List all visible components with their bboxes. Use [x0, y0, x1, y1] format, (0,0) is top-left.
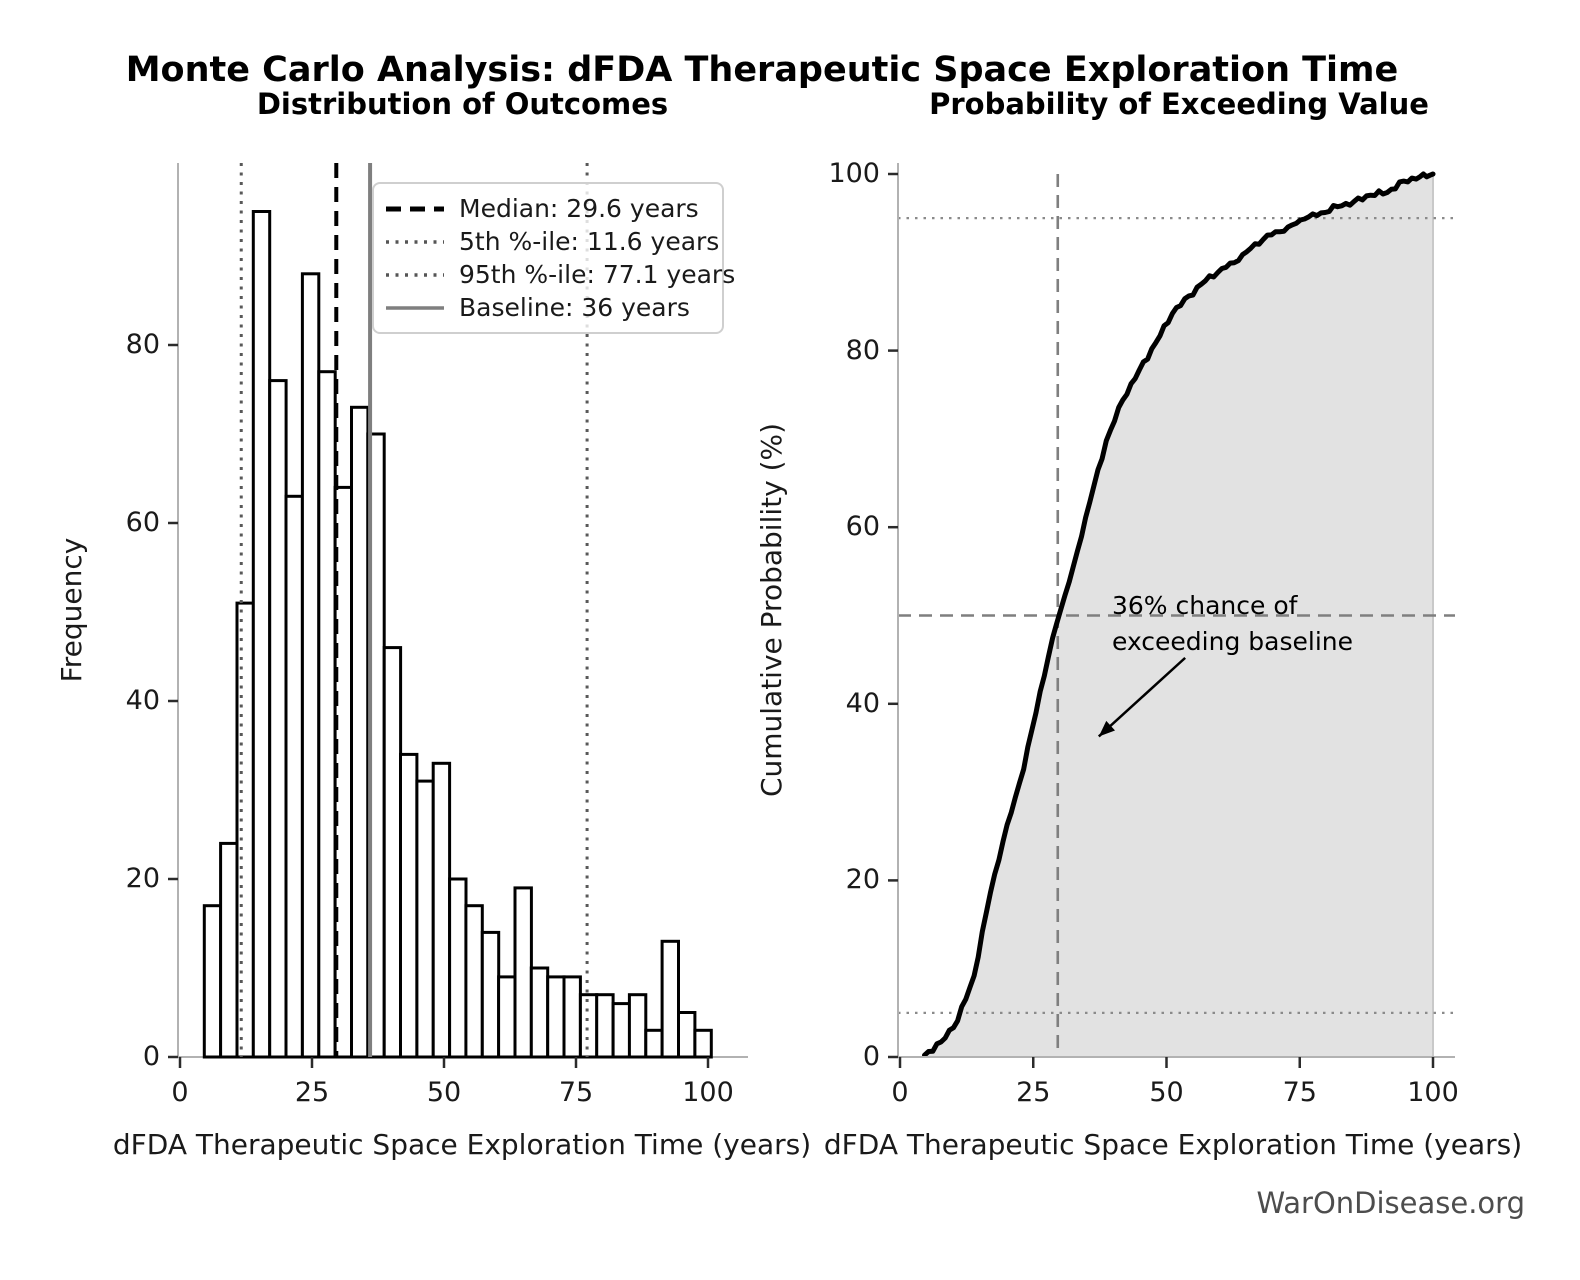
y-tick-label: 0 [862, 1041, 880, 1072]
histogram-bar [399, 752, 419, 1059]
histogram-bar [693, 1028, 713, 1059]
histogram-bar [235, 601, 255, 1059]
histogram-bar [202, 904, 223, 1059]
y-tick-label: 20 [125, 863, 160, 894]
histogram-bar [251, 210, 272, 1059]
left-x-axis-label: dFDA Therapeutic Space Exploration Time … [112, 1128, 812, 1161]
y-tick-label: 60 [845, 511, 880, 543]
histogram-bar [382, 646, 403, 1059]
legend-item-label: Median: 29.6 years [459, 194, 699, 223]
legend-item-median: Median: 29.6 years [386, 192, 710, 225]
histogram-bar [300, 272, 321, 1059]
dashed-line-icon [386, 204, 444, 214]
annotation-line-1: 36% chance of [1112, 591, 1298, 620]
x-tick-label: 25 [1016, 1077, 1051, 1108]
y-tick-label: 40 [125, 685, 160, 716]
histogram-bar [415, 779, 435, 1059]
source-watermark: WarOnDisease.org [1256, 1186, 1525, 1220]
x-tick-label: 50 [1149, 1077, 1184, 1108]
histogram-bar [627, 993, 648, 1059]
histogram-bar [284, 494, 304, 1059]
y-tick-label: 60 [125, 507, 160, 538]
x-tick-label: 100 [1407, 1077, 1459, 1108]
histogram-bar [317, 370, 337, 1059]
histogram-bar [677, 1011, 697, 1059]
right-chart-title: Probability of Exceeding Value [929, 87, 1429, 121]
histogram-bar [219, 841, 239, 1059]
y-tick-label: 80 [125, 329, 160, 360]
legend-item-label: 95th %-ile: 77.1 years [459, 260, 736, 289]
x-tick-label: 75 [1282, 1077, 1317, 1108]
y-tick-label: 80 [845, 334, 880, 366]
right-y-axis-label: Cumulative Probability (%) [755, 422, 788, 798]
histogram-bar [644, 1028, 664, 1059]
annotation-arrow [1097, 656, 1186, 738]
histogram-bar [546, 975, 566, 1059]
x-tick-label: 50 [426, 1077, 462, 1108]
histogram-bar [268, 379, 288, 1059]
histogram-bar [497, 975, 517, 1059]
solid-line-icon [386, 303, 444, 313]
x-tick-label: 75 [558, 1077, 594, 1108]
histogram-bar [513, 886, 533, 1059]
histogram-bar [595, 993, 615, 1059]
histogram-bar [529, 966, 550, 1059]
histogram-bar [660, 939, 680, 1059]
y-tick-label: 0 [142, 1041, 160, 1072]
x-tick-label: 0 [171, 1077, 189, 1108]
x-tick-label: 100 [682, 1077, 734, 1108]
histogram-bars [202, 210, 713, 1059]
legend-item-5th-percentile: 5th %-ile: 11.6 years [386, 225, 719, 258]
x-tick-label: 0 [891, 1077, 909, 1108]
left-y-axis-label: Frequency [55, 537, 88, 683]
main-title: Monte Carlo Analysis: dFDA Therapeutic S… [125, 50, 1399, 90]
annotation-arrowhead [1098, 720, 1116, 737]
y-tick-label: 40 [845, 687, 880, 719]
histogram-bar [464, 904, 484, 1059]
legend-item-label: 5th %-ile: 11.6 years [459, 227, 720, 256]
histogram-bar [350, 405, 370, 1059]
histogram-bar [448, 877, 468, 1059]
annotation-line-2: exceeding baseline [1112, 627, 1353, 656]
histogram-bar [578, 993, 599, 1059]
dotted-line-icon [386, 270, 444, 280]
histogram-bar [562, 975, 582, 1059]
cdf-curve [922, 171, 1436, 1058]
legend-item-label: Baseline: 36 years [459, 293, 690, 322]
right-x-axis-label: dFDA Therapeutic Space Exploration Time … [823, 1128, 1523, 1161]
histogram-bar [480, 930, 501, 1059]
x-tick-label: 25 [294, 1077, 330, 1108]
histogram-bar [431, 761, 452, 1059]
left-chart-title: Distribution of Outcomes [256, 87, 669, 121]
legend-item-baseline: Baseline: 36 years [386, 291, 710, 324]
y-tick-label: 100 [828, 158, 880, 189]
legend-item-95th-percentile: 95th %-ile: 77.1 years [386, 258, 735, 291]
histogram-bar [611, 1002, 631, 1059]
annotation-text: 36% chance of exceeding baseline [1112, 588, 1353, 660]
dotted-line-icon [386, 237, 444, 247]
legend-box: Median: 29.6 years 5th %-ile: 11.6 years… [372, 182, 735, 334]
y-tick-label: 20 [845, 864, 880, 896]
